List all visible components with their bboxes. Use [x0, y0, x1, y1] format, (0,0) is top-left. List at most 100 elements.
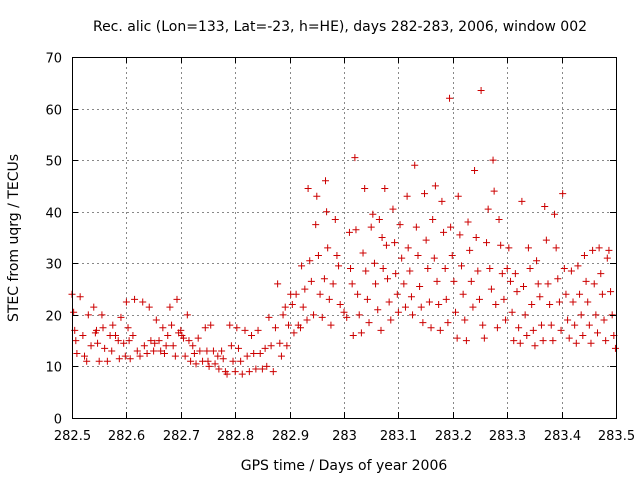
data-point-marker: [348, 280, 356, 288]
data-point-marker: [112, 331, 120, 339]
data-point-marker: [433, 277, 441, 285]
x-tick-label: 282.7: [163, 429, 200, 444]
x-tick-label: 283.1: [380, 429, 417, 444]
data-point-marker: [115, 355, 123, 363]
data-point-marker: [129, 331, 137, 339]
data-point-marker: [458, 262, 466, 270]
data-point-marker: [288, 301, 296, 309]
data-point-marker: [185, 337, 193, 345]
data-point-marker: [109, 321, 117, 329]
data-point-marker: [598, 290, 606, 298]
data-point-marker: [265, 313, 273, 321]
data-point-marker: [180, 334, 188, 342]
data-point-marker: [400, 280, 408, 288]
data-point-marker: [196, 347, 204, 355]
data-point-marker: [267, 342, 275, 350]
data-point-marker: [187, 357, 195, 365]
data-point-marker: [483, 239, 491, 247]
data-point-marker: [600, 316, 608, 324]
data-point-marker: [531, 342, 539, 350]
data-point-marker: [347, 264, 355, 272]
data-point-marker: [95, 357, 103, 365]
data-point-marker: [579, 331, 587, 339]
data-point-marker: [314, 252, 322, 260]
data-point-marker: [584, 298, 592, 306]
data-point-marker: [125, 337, 133, 345]
data-point-marker: [577, 311, 585, 319]
x-tick-label: 282.8: [217, 429, 254, 444]
data-point-marker: [252, 365, 260, 373]
data-point-marker: [427, 324, 435, 332]
data-point-marker: [605, 246, 613, 254]
data-point-marker: [168, 321, 176, 329]
data-point-marker: [467, 277, 475, 285]
data-point-marker: [484, 205, 492, 213]
data-point-marker: [312, 221, 320, 229]
data-point-marker: [81, 352, 89, 360]
y-tick-label: 30: [45, 258, 62, 273]
data-point-marker: [422, 236, 430, 244]
data-point-marker: [183, 311, 191, 319]
data-point-marker: [487, 285, 495, 293]
data-point-marker: [378, 234, 386, 241]
data-point-marker: [333, 252, 341, 260]
data-point-marker: [592, 311, 600, 319]
data-point-marker: [407, 293, 415, 301]
data-point-marker: [363, 295, 371, 303]
data-point-marker: [218, 347, 226, 355]
data-point-marker: [521, 311, 529, 319]
data-point-marker: [205, 362, 213, 370]
data-point-marker: [392, 270, 400, 278]
data-point-marker: [419, 319, 427, 327]
data-point-marker: [440, 228, 448, 236]
data-point-marker: [503, 264, 511, 272]
x-tick-label: 283.5: [598, 429, 635, 444]
data-point-marker: [369, 210, 377, 218]
data-point-marker: [403, 192, 411, 200]
data-point-marker: [101, 344, 109, 352]
data-point-marker: [502, 316, 510, 324]
data-point-marker: [318, 313, 326, 321]
data-point-marker: [274, 280, 282, 288]
data-point-marker: [248, 331, 256, 339]
data-point-marker: [290, 329, 298, 337]
data-point-marker: [139, 298, 147, 306]
x-tick-label: 283.4: [544, 429, 581, 444]
data-point-marker: [515, 324, 523, 332]
data-point-marker: [513, 288, 521, 296]
y-tick-label: 10: [45, 361, 62, 376]
data-point-marker: [547, 321, 555, 329]
data-point-marker: [241, 326, 249, 334]
data-point-marker: [87, 342, 95, 350]
data-point-marker: [557, 326, 565, 334]
data-point-marker: [349, 331, 357, 339]
data-point-marker: [76, 293, 84, 301]
data-point-marker: [466, 246, 474, 254]
data-point-marker: [595, 244, 603, 252]
x-tick-label: 283.3: [489, 429, 526, 444]
data-point-marker: [382, 241, 390, 249]
data-point-marker: [424, 264, 432, 272]
data-points: [68, 87, 619, 378]
data-point-marker: [526, 264, 534, 272]
data-point-marker: [551, 210, 559, 218]
data-point-marker: [298, 262, 306, 270]
data-point-marker: [393, 290, 401, 298]
data-point-marker: [254, 326, 262, 334]
data-point-marker: [209, 347, 217, 355]
data-point-marker: [84, 311, 92, 319]
data-point-marker: [194, 334, 202, 342]
data-point-marker: [120, 339, 128, 347]
data-point-marker: [223, 370, 231, 378]
data-point-marker: [359, 249, 367, 257]
data-point-marker: [72, 337, 80, 345]
data-point-marker: [256, 350, 264, 358]
data-point-marker: [441, 264, 449, 272]
data-point-marker: [90, 303, 98, 311]
data-point-marker: [384, 275, 392, 283]
data-point-marker: [508, 308, 516, 316]
data-point-marker: [73, 350, 81, 358]
data-point-marker: [283, 342, 291, 350]
data-point-marker: [140, 342, 148, 350]
data-point-marker: [92, 326, 100, 334]
